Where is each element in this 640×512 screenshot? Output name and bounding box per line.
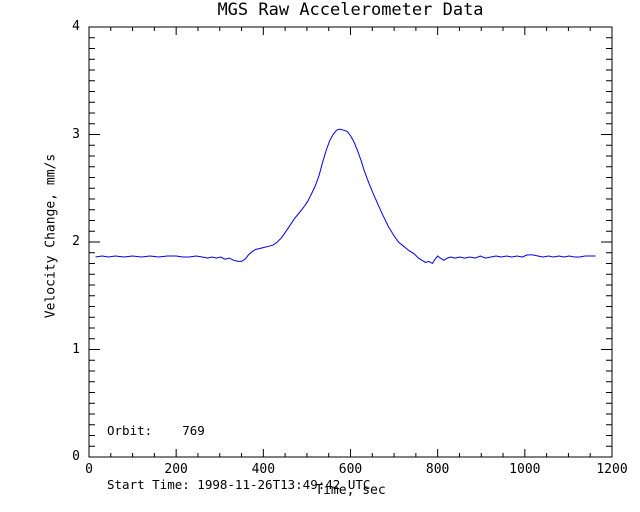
x-tick-label: 1200 (596, 462, 628, 477)
y-tick-label: 4 (72, 19, 80, 34)
x-tick-label: 200 (164, 462, 188, 477)
orbit-annotation: Orbit: 769 (107, 423, 205, 438)
axes-and-ticks (88, 26, 613, 458)
y-tick-label: 1 (72, 341, 80, 357)
velocity-curve (95, 128, 596, 265)
x-tick-label: 0 (85, 462, 93, 477)
x-tick-label: 1000 (509, 462, 541, 477)
x-axis-title: Time, sec (315, 483, 386, 498)
y-tick-label: 3 (72, 126, 80, 142)
y-axis-title: Velocity Change, mm/s (43, 153, 59, 319)
x-tick-label: 400 (251, 462, 276, 477)
annotation-block: Orbit: 769 Start Time: 1998-11-26T13:49:… (107, 386, 370, 512)
x-tick-label: 600 (338, 462, 363, 477)
y-tick-label: 0 (72, 449, 80, 464)
start-time-annotation: Start Time: 1998-11-26T13:49:42 UTC (107, 477, 371, 492)
y-tick-label: 2 (72, 234, 80, 249)
chart-title: MGS Raw Accelerometer Data (217, 0, 484, 20)
x-tick-label: 800 (425, 462, 450, 477)
